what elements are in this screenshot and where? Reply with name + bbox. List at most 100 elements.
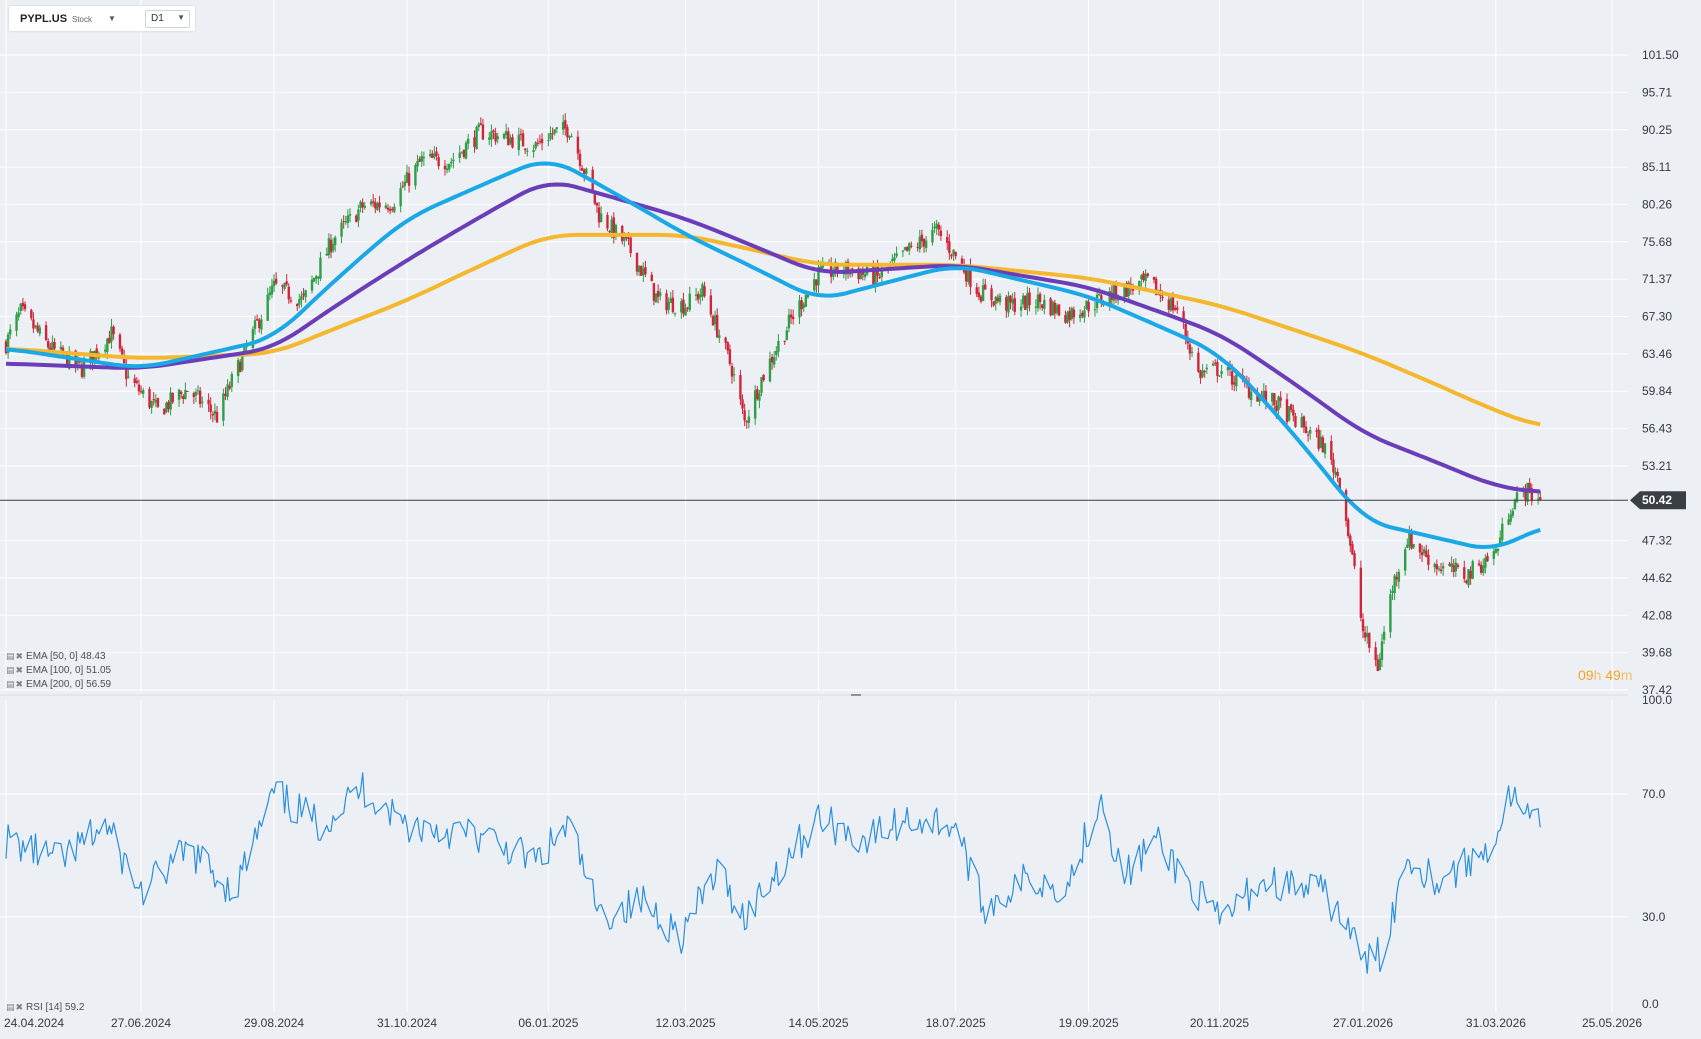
candle-body <box>34 325 37 327</box>
candle-body <box>374 202 377 209</box>
candle-body <box>331 243 335 251</box>
candle-body <box>730 365 734 377</box>
candle-body <box>739 375 742 400</box>
candle-body <box>715 314 719 338</box>
grid <box>0 0 1628 1012</box>
timeframe-select[interactable]: D1 ▼ <box>145 10 190 28</box>
candle-body <box>1450 563 1453 567</box>
candle-body <box>673 312 677 314</box>
candle-body <box>357 209 360 221</box>
candle-body <box>1486 555 1489 562</box>
candle-body <box>950 254 953 257</box>
date-tick-label: 06.01.2025 <box>518 1016 578 1030</box>
candle-body <box>361 202 364 208</box>
candle-body <box>266 294 269 321</box>
candle-body <box>1412 543 1415 548</box>
date-tick-label: 31.03.2026 <box>1466 1016 1526 1030</box>
candle-body <box>289 300 293 302</box>
candle-body <box>32 319 35 329</box>
candle-body <box>196 390 200 392</box>
legend-settings-icon[interactable]: ▤✖ <box>6 650 25 661</box>
candle-body <box>1292 409 1295 416</box>
price-tick-label: 71.37 <box>1642 272 1672 286</box>
candle-body <box>388 209 392 211</box>
candle-body <box>1536 498 1540 500</box>
candle-body <box>1406 544 1409 548</box>
candle-body <box>1176 307 1179 310</box>
legend-settings-icon[interactable]: ▤✖ <box>6 1001 25 1012</box>
candle-body <box>112 326 115 335</box>
candle-body <box>1501 523 1504 540</box>
candle-body <box>789 314 793 318</box>
candle-body <box>1334 471 1337 475</box>
candle-body <box>1036 294 1040 309</box>
legend-settings-icon[interactable]: ▤✖ <box>6 678 25 689</box>
candle-body <box>15 314 18 331</box>
legend-ema100[interactable]: ▤✖ EMA [100, 0] 51.05 <box>6 664 111 676</box>
candle-body <box>496 136 499 140</box>
candle-body <box>407 173 411 186</box>
symbol-dropdown-icon[interactable]: ▼ <box>108 14 116 23</box>
candle-body <box>1330 441 1333 460</box>
candle-body <box>834 261 837 273</box>
legend-ema200[interactable]: ▤✖ EMA [200, 0] 56.59 <box>6 678 111 690</box>
candle-body <box>1078 314 1082 318</box>
candle-body <box>1057 304 1061 316</box>
candle-body <box>1013 298 1016 312</box>
candle-body <box>1112 284 1116 301</box>
candle-body <box>1433 563 1436 568</box>
candle-body <box>599 213 603 223</box>
candle-body <box>1068 310 1071 321</box>
legend-ema100-label: EMA [100, 0] 51.05 <box>26 664 112 676</box>
candle-body <box>89 351 92 363</box>
candle-body <box>416 161 419 167</box>
legend-rsi[interactable]: ▤✖ RSI [14] 59.2 <box>6 1001 84 1013</box>
candle-body <box>1097 294 1101 296</box>
candle-body <box>1515 492 1519 502</box>
candle-body <box>1275 405 1278 412</box>
candle-body <box>51 342 54 352</box>
candle-body <box>327 238 331 256</box>
candle-body <box>118 334 122 349</box>
candle-body <box>916 246 919 248</box>
candle-body <box>893 257 896 261</box>
legend-ema50[interactable]: ▤✖ EMA [50, 0] 48.43 <box>6 650 106 662</box>
candle-body <box>317 276 320 279</box>
candle-body <box>1393 575 1396 594</box>
candle-body <box>699 294 702 298</box>
candle-body <box>509 137 512 144</box>
candle-body <box>179 391 183 394</box>
candle-body <box>1376 659 1379 671</box>
candle-body <box>1022 295 1025 305</box>
candle-body <box>479 123 483 126</box>
candle-body <box>137 384 141 392</box>
candle-body <box>447 163 451 170</box>
candle-body <box>504 131 508 135</box>
candle-body <box>177 389 181 400</box>
candle-body <box>1007 296 1010 313</box>
candle-body <box>1539 497 1542 501</box>
candle-body <box>431 153 434 158</box>
candle-body <box>1273 393 1276 406</box>
candle-body <box>488 137 491 140</box>
candle-body <box>981 285 985 302</box>
price-axis: 101.50 95.71 90.25 85.11 80.26 75.68 71.37 67.3… <box>1642 48 1679 697</box>
candle-body <box>475 126 478 150</box>
candle-body <box>125 363 128 379</box>
legend-settings-icon[interactable]: ▤✖ <box>6 664 25 675</box>
candle-body <box>1465 580 1468 583</box>
price-tick-label: 47.32 <box>1642 534 1672 548</box>
candle-body <box>1317 429 1320 449</box>
symbol-selector[interactable]: PYPL.US Stock ▼ D1 ▼ <box>9 6 195 31</box>
date-axis: 24.04.2024 27.06.2024 29.08.2024 31.10.2024… <box>4 1016 1642 1030</box>
candle-body <box>777 340 780 352</box>
pane-resize-handle[interactable] <box>851 694 861 696</box>
legend-ema50-label: EMA [50, 0] 48.43 <box>26 650 106 662</box>
candle-body <box>758 393 761 401</box>
candle-body <box>703 286 706 296</box>
price-tick-label: 101.50 <box>1642 48 1679 62</box>
date-tick-label: 24.04.2024 <box>4 1016 64 1030</box>
candle-body <box>726 342 729 351</box>
candle-body <box>230 374 234 387</box>
